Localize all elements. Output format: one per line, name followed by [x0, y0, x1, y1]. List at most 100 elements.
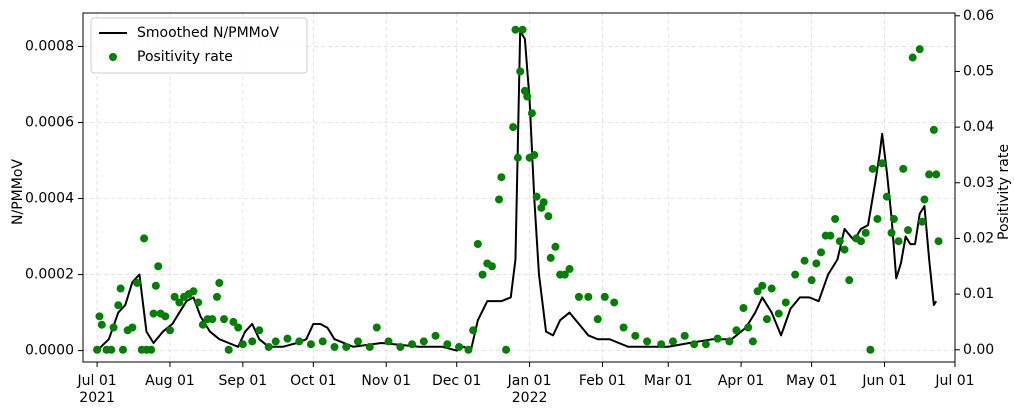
- data-point: [365, 342, 374, 351]
- data-point: [532, 192, 541, 201]
- x-tick-label: Dec 01: [432, 373, 481, 389]
- data-point: [918, 217, 927, 226]
- data-point: [165, 326, 174, 335]
- data-point: [116, 284, 125, 293]
- data-point: [753, 287, 762, 296]
- data-point: [140, 234, 149, 243]
- data-point: [908, 53, 917, 62]
- data-point: [513, 153, 522, 162]
- data-point: [455, 342, 464, 351]
- data-point: [560, 270, 569, 279]
- data-point: [932, 170, 941, 179]
- data-point: [791, 270, 800, 279]
- data-point: [856, 237, 865, 246]
- data-point: [93, 345, 102, 354]
- data-point: [835, 237, 844, 246]
- data-point: [464, 345, 473, 354]
- y2-tick-label: 0.05: [963, 63, 994, 79]
- x-tick-label: Oct 01: [290, 373, 336, 389]
- data-point: [372, 323, 381, 332]
- data-point: [133, 278, 142, 287]
- y2-tick-label: 0.02: [963, 230, 994, 246]
- data-point: [657, 340, 666, 349]
- data-point: [539, 198, 548, 207]
- data-point: [920, 195, 929, 204]
- data-point: [220, 315, 229, 324]
- data-point: [732, 326, 741, 335]
- x-tick-label: Jul 01 2021: [77, 373, 117, 406]
- data-point: [107, 345, 116, 354]
- data-point: [826, 231, 835, 240]
- data-point: [915, 45, 924, 54]
- data-point: [229, 317, 238, 326]
- data-point: [845, 276, 854, 285]
- data-point: [154, 262, 163, 271]
- data-point: [807, 276, 816, 285]
- x-tick-label: Jun 01: [861, 373, 906, 389]
- data-point: [527, 109, 536, 118]
- y2-tick-label: 0.01: [963, 286, 994, 302]
- y2-tick-label: 0.04: [963, 119, 994, 135]
- data-point: [128, 323, 137, 332]
- data-point: [774, 309, 783, 318]
- y2-tick-label: 0.03: [963, 175, 994, 191]
- data-point: [887, 228, 896, 237]
- data-point: [861, 228, 870, 237]
- data-point: [109, 323, 118, 332]
- data-point: [198, 320, 207, 329]
- y-tick-label: 0.0002: [25, 267, 74, 283]
- data-point: [238, 340, 247, 349]
- data-point: [767, 284, 776, 293]
- data-point: [574, 292, 583, 301]
- data-point: [384, 337, 393, 346]
- x-tick-label: Jan 01 2022: [507, 373, 552, 406]
- data-point: [295, 337, 304, 346]
- data-point: [619, 323, 628, 332]
- data-point: [817, 248, 826, 257]
- data-point: [934, 237, 943, 246]
- data-point: [97, 320, 106, 329]
- legend-label: Positivity rate: [137, 49, 233, 65]
- data-point: [878, 159, 887, 168]
- data-point: [95, 312, 104, 321]
- data-point: [899, 164, 908, 173]
- data-point: [758, 281, 767, 290]
- data-point: [396, 342, 405, 351]
- data-point: [495, 195, 504, 204]
- data-point: [781, 298, 790, 307]
- data-point: [866, 345, 875, 354]
- y2-tick-label: 0.06: [963, 8, 994, 24]
- y-tick-label: 0.0004: [25, 191, 74, 207]
- data-point: [739, 304, 748, 313]
- data-point: [478, 270, 487, 279]
- data-point: [762, 315, 771, 324]
- legend-swatch: [109, 53, 117, 61]
- data-point: [593, 315, 602, 324]
- data-point: [882, 192, 891, 201]
- data-point: [840, 245, 849, 254]
- plot-frame: [82, 12, 956, 363]
- data-point: [518, 25, 527, 34]
- data-point: [831, 214, 840, 223]
- data-point: [565, 265, 574, 274]
- data-point: [248, 337, 257, 346]
- data-point: [929, 125, 938, 134]
- data-point: [551, 242, 560, 251]
- data-point: [725, 337, 734, 346]
- data-point: [419, 337, 428, 346]
- data-point: [610, 298, 619, 307]
- data-point: [342, 342, 351, 351]
- data-point: [631, 331, 640, 340]
- data-point: [487, 262, 496, 271]
- data-point: [443, 340, 452, 349]
- y2-tick-label: 0.00: [963, 342, 994, 358]
- data-point: [873, 214, 882, 223]
- y2-axis-label: Positivity rate: [996, 144, 1012, 240]
- legend-box: [90, 17, 308, 74]
- y-tick-label: 0.0006: [25, 114, 74, 130]
- data-point: [903, 226, 912, 235]
- x-tick-label: May 01: [786, 373, 837, 389]
- data-point: [509, 123, 518, 132]
- data-point: [680, 331, 689, 340]
